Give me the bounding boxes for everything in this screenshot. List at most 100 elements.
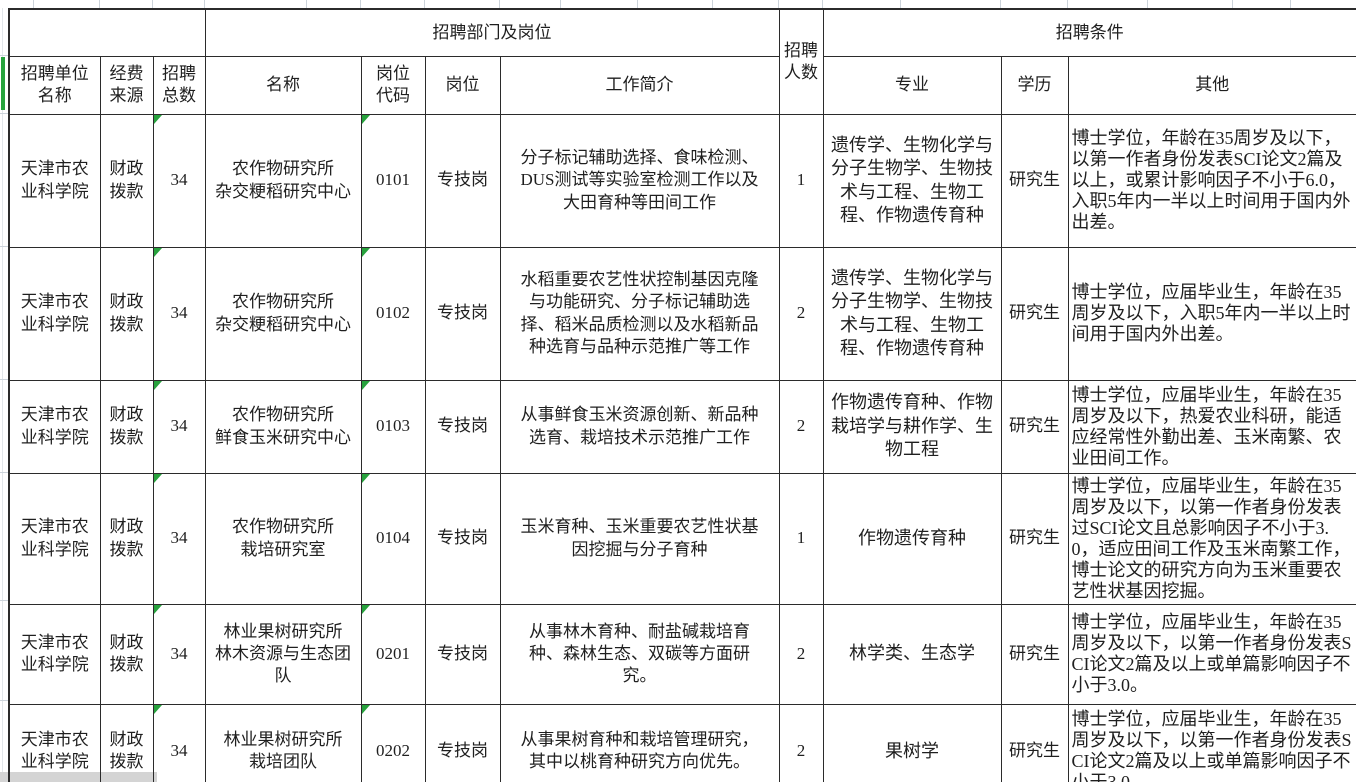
cell-post-code[interactable]: 0201 bbox=[360, 603, 426, 705]
cell-degree[interactable]: 研究生 bbox=[1000, 246, 1069, 381]
sheet-gridline-v bbox=[822, 0, 823, 8]
cell-funding-source[interactable]: 财政拨款 bbox=[99, 603, 154, 705]
cell-unit-name[interactable]: 天津市农业科学院 bbox=[8, 246, 101, 381]
cell-post-type[interactable]: 专技岗 bbox=[424, 703, 501, 782]
cell-post-type[interactable]: 专技岗 bbox=[424, 603, 501, 705]
cell-unit-name[interactable]: 天津市农业科学院 bbox=[8, 472, 101, 605]
cell-headcount[interactable]: 2 bbox=[778, 246, 824, 381]
cell-total-count[interactable]: 34 bbox=[152, 603, 206, 705]
cell-dept-name[interactable]: 农作物研究所 栽培研究室 bbox=[204, 472, 362, 605]
cell-headcount[interactable]: 1 bbox=[778, 472, 824, 605]
header-degree[interactable]: 学历 bbox=[1000, 55, 1069, 115]
cell-job-desc[interactable]: 从事林木育种、耐盐碱栽培育种、森林生态、双碳等方面研究。 bbox=[499, 603, 780, 705]
cell-post-type[interactable]: 专技岗 bbox=[424, 379, 501, 474]
table-row: 天津市农业科学院 财政拨款 34 农作物研究所 鲜食玉米研究中心 0103 专技岗 从事鲜食… bbox=[8, 379, 1356, 474]
header-unit-name[interactable]: 招聘单位 名称 bbox=[8, 55, 101, 115]
cell-major[interactable]: 作物遗传育种 bbox=[822, 472, 1002, 605]
cell-total-count[interactable]: 34 bbox=[152, 703, 206, 782]
cell-funding-source[interactable]: 财政拨款 bbox=[99, 246, 154, 381]
cell-other-req[interactable]: 博士学位，应届毕业生，年龄在35周岁及以下，以第一作者身份发表SCI论文2篇及以… bbox=[1067, 603, 1356, 705]
cell-headcount[interactable]: 2 bbox=[778, 603, 824, 705]
cell-total-count[interactable]: 34 bbox=[152, 379, 206, 474]
cell-other-req[interactable]: 博士学位，应届毕业生，年龄在35周岁及以下，以第一作者身份发表过SCI论文且总影… bbox=[1067, 472, 1356, 605]
cell-job-desc[interactable]: 从事果树育种和栽培管理研究，其中以桃育种研究方向优先。 bbox=[499, 703, 780, 782]
cell-funding-source[interactable]: 财政拨款 bbox=[99, 472, 154, 605]
cell-dept-name[interactable]: 林业果树研究所 林木资源与生态团队 bbox=[204, 603, 362, 705]
header-post-code[interactable]: 岗位 代码 bbox=[360, 55, 426, 115]
sheet-gridline-h bbox=[0, 600, 8, 601]
sheet-gridline-v bbox=[152, 0, 153, 8]
cell-headcount[interactable]: 1 bbox=[778, 113, 824, 248]
header-group-dept-and-post[interactable]: 招聘部门及岗位 bbox=[204, 8, 780, 57]
header-total-count[interactable]: 招聘 总数 bbox=[152, 55, 206, 115]
cell-total-count[interactable]: 34 bbox=[152, 472, 206, 605]
cell-degree[interactable]: 研究生 bbox=[1000, 472, 1069, 605]
cell-job-desc[interactable]: 从事鲜食玉米资源创新、新品种选育、栽培技术示范推广工作 bbox=[499, 379, 780, 474]
sheet-gridline-v bbox=[499, 0, 500, 8]
cell-headcount[interactable]: 2 bbox=[778, 379, 824, 474]
sheet-gridline-v bbox=[1147, 0, 1148, 8]
sheet-gridline-v bbox=[424, 0, 425, 8]
cell-post-type[interactable]: 专技岗 bbox=[424, 113, 501, 248]
cell-headcount[interactable]: 2 bbox=[778, 703, 824, 782]
header-job-desc[interactable]: 工作简介 bbox=[499, 55, 780, 115]
header-other-req[interactable]: 其他 bbox=[1067, 55, 1356, 115]
cell-major[interactable]: 作物遗传育种、作物栽培学与耕作学、生物工程 bbox=[822, 379, 1002, 474]
cell-unit-name[interactable]: 天津市农业科学院 bbox=[8, 703, 101, 782]
cell-dept-name[interactable]: 林业果树研究所 栽培团队 bbox=[204, 703, 362, 782]
cell-degree[interactable]: 研究生 bbox=[1000, 603, 1069, 705]
cell-unit-name[interactable]: 天津市农业科学院 bbox=[8, 603, 101, 705]
cell-funding-source[interactable]: 财政拨款 bbox=[99, 113, 154, 248]
table-row: 天津市农业科学院 财政拨款 34 农作物研究所 杂交粳稻研究中心 0102 专技岗 水稻重要… bbox=[8, 246, 1356, 381]
recruitment-table: 招聘部门及岗位 招聘 人数 招聘条件 招聘单位 名称 经费 来源 招聘 总数 名… bbox=[8, 8, 1356, 782]
cell-unit-name[interactable]: 天津市农业科学院 bbox=[8, 113, 101, 248]
cell-other-req[interactable]: 博士学位，应届毕业生，年龄在35周岁及以下，以第一作者身份发表SCI论文2篇及以… bbox=[1067, 703, 1356, 782]
cell-degree[interactable]: 研究生 bbox=[1000, 379, 1069, 474]
cell-job-desc[interactable]: 玉米育种、玉米重要农艺性状基因挖掘与分子育种 bbox=[499, 472, 780, 605]
cell-other-req[interactable]: 博士学位，应届毕业生，年龄在35周岁及以下，入职5年内一半以上时间用于国内外出差… bbox=[1067, 246, 1356, 381]
sheet-gridline-v bbox=[306, 0, 307, 8]
cell-post-type[interactable]: 专技岗 bbox=[424, 246, 501, 381]
header-group-conditions[interactable]: 招聘条件 bbox=[822, 8, 1356, 57]
cell-dept-name[interactable]: 农作物研究所 鲜食玉米研究中心 bbox=[204, 379, 362, 474]
cell-post-code[interactable]: 0104 bbox=[360, 472, 426, 605]
header-blank-cell[interactable] bbox=[8, 8, 206, 57]
cell-degree[interactable]: 研究生 bbox=[1000, 113, 1069, 248]
header-post-type[interactable]: 岗位 bbox=[424, 55, 501, 115]
sheet-gridline-v bbox=[360, 0, 361, 8]
sheet-gridline-h bbox=[0, 113, 8, 114]
cell-funding-source[interactable]: 财政拨款 bbox=[99, 703, 154, 782]
sheet-gridline-v bbox=[1000, 0, 1001, 8]
cell-total-count[interactable]: 34 bbox=[152, 113, 206, 248]
cell-funding-source[interactable]: 财政拨款 bbox=[99, 379, 154, 474]
cell-major[interactable]: 林学类、生态学 bbox=[822, 603, 1002, 705]
cell-post-code[interactable]: 0101 bbox=[360, 113, 426, 248]
cell-job-desc[interactable]: 水稻重要农艺性状控制基因克隆与功能研究、分子标记辅助选择、稻米品质检测以及水稻新… bbox=[499, 246, 780, 381]
cell-post-code[interactable]: 0102 bbox=[360, 246, 426, 381]
cell-dept-name[interactable]: 农作物研究所 杂交粳稻研究中心 bbox=[204, 113, 362, 248]
sheet-gridline-v bbox=[712, 0, 713, 8]
cell-dept-name[interactable]: 农作物研究所 杂交粳稻研究中心 bbox=[204, 246, 362, 381]
sheet-gridline-v bbox=[778, 0, 779, 8]
header-funding-source[interactable]: 经费 来源 bbox=[99, 55, 154, 115]
header-major[interactable]: 专业 bbox=[822, 55, 1002, 115]
header-headcount[interactable]: 招聘 人数 bbox=[778, 8, 824, 115]
cell-other-req[interactable]: 博士学位，应届毕业生，年龄在35周岁及以下，热爱农业科研，能适应经常性外勤出差、… bbox=[1067, 379, 1356, 474]
cell-post-code[interactable]: 0202 bbox=[360, 703, 426, 782]
sheet-gridline-h bbox=[0, 246, 8, 247]
cell-total-count[interactable]: 34 bbox=[152, 246, 206, 381]
cell-degree[interactable]: 研究生 bbox=[1000, 703, 1069, 782]
table-row: 天津市农业科学院 财政拨款 34 林业果树研究所 栽培团队 0202 专技岗 从事果树育种和… bbox=[8, 703, 1356, 782]
cell-major[interactable]: 果树学 bbox=[822, 703, 1002, 782]
sheet-gridline-v bbox=[33, 0, 34, 8]
cell-other-req[interactable]: 博士学位，年龄在35周岁及以下，以第一作者身份发表SCI论文2篇及以上，或累计影… bbox=[1067, 113, 1356, 248]
cell-job-desc[interactable]: 分子标记辅助选择、食味检测、DUS测试等实验室检测工作以及大田育种等田间工作 bbox=[499, 113, 780, 248]
cell-major[interactable]: 遗传学、生物化学与分子生物学、生物技术与工程、生物工程、作物遗传育种 bbox=[822, 246, 1002, 381]
cell-unit-name[interactable]: 天津市农业科学院 bbox=[8, 379, 101, 474]
cell-major[interactable]: 遗传学、生物化学与分子生物学、生物技术与工程、生物工程、作物遗传育种 bbox=[822, 113, 1002, 248]
cell-post-code[interactable]: 0103 bbox=[360, 379, 426, 474]
sheet-gridline-v bbox=[900, 0, 901, 8]
selection-accent-bar bbox=[1, 57, 5, 110]
cell-post-type[interactable]: 专技岗 bbox=[424, 472, 501, 605]
header-dept-name[interactable]: 名称 bbox=[204, 55, 362, 115]
